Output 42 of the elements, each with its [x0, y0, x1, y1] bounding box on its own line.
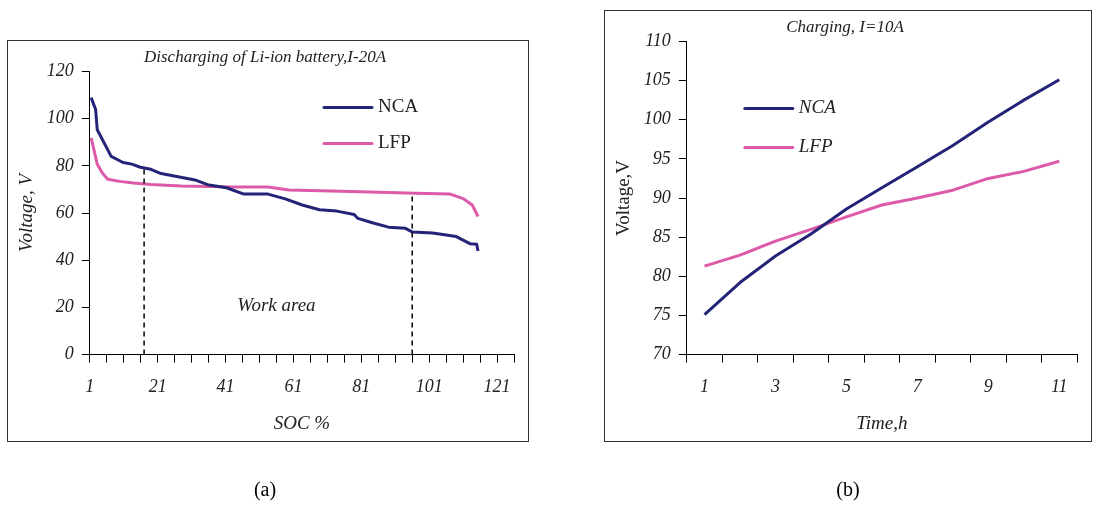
y-tick-label: 110 — [645, 30, 671, 51]
x-tick-label: 5 — [841, 376, 851, 397]
chart-title: Discharging of Li-ion battery,I-20A — [142, 46, 387, 66]
annotation: Work area — [237, 294, 316, 316]
y-tick-label: 70 — [652, 343, 671, 364]
y-tick-label: 80 — [55, 154, 74, 175]
y-tick-label: 0 — [64, 343, 74, 364]
x-tick-label: 9 — [983, 376, 993, 397]
legend-label: NCA — [378, 95, 419, 117]
text: (b) — [835, 478, 861, 501]
x-tick-label: 21 — [148, 376, 167, 397]
y-tick-label: 80 — [652, 265, 671, 286]
x-tick-label: 101 — [415, 376, 443, 397]
x-tick-label: 61 — [284, 376, 303, 397]
y-tick-label: 100 — [46, 107, 74, 128]
y-axis-title: Voltage,V — [612, 159, 634, 237]
text: (a) — [252, 478, 278, 501]
x-tick-label: 3 — [769, 376, 780, 397]
x-tick-label: 1 — [85, 376, 95, 397]
y-tick-label: 40 — [55, 248, 74, 269]
y-tick-label: 90 — [652, 186, 671, 207]
x-tick-label: 7 — [912, 376, 923, 397]
legend-label: LFP — [378, 131, 411, 153]
legend-label: LFP — [797, 135, 833, 157]
x-tick-label: 11 — [1050, 376, 1068, 397]
y-tick-label: 120 — [46, 60, 74, 81]
y-tick-label: 75 — [652, 304, 671, 325]
x-tick-label: 1 — [700, 376, 710, 397]
y-axis-title: Voltage, V — [15, 171, 37, 253]
x-tick-label: 81 — [352, 376, 371, 397]
x-axis-title: Time,h — [856, 411, 908, 433]
x-tick-label: 41 — [216, 376, 235, 397]
x-axis-title: SOC % — [273, 411, 331, 433]
y-tick-label: 20 — [55, 296, 74, 317]
y-tick-label: 95 — [652, 147, 671, 168]
chart-title: Charging, I=10A — [786, 16, 905, 36]
y-tick-label: 105 — [643, 69, 671, 90]
x-tick-label: 121 — [483, 376, 511, 397]
y-tick-label: 100 — [643, 108, 671, 129]
legend-label: NCA — [797, 96, 837, 118]
y-tick-label: 85 — [652, 225, 671, 246]
y-tick-label: 60 — [55, 201, 74, 222]
